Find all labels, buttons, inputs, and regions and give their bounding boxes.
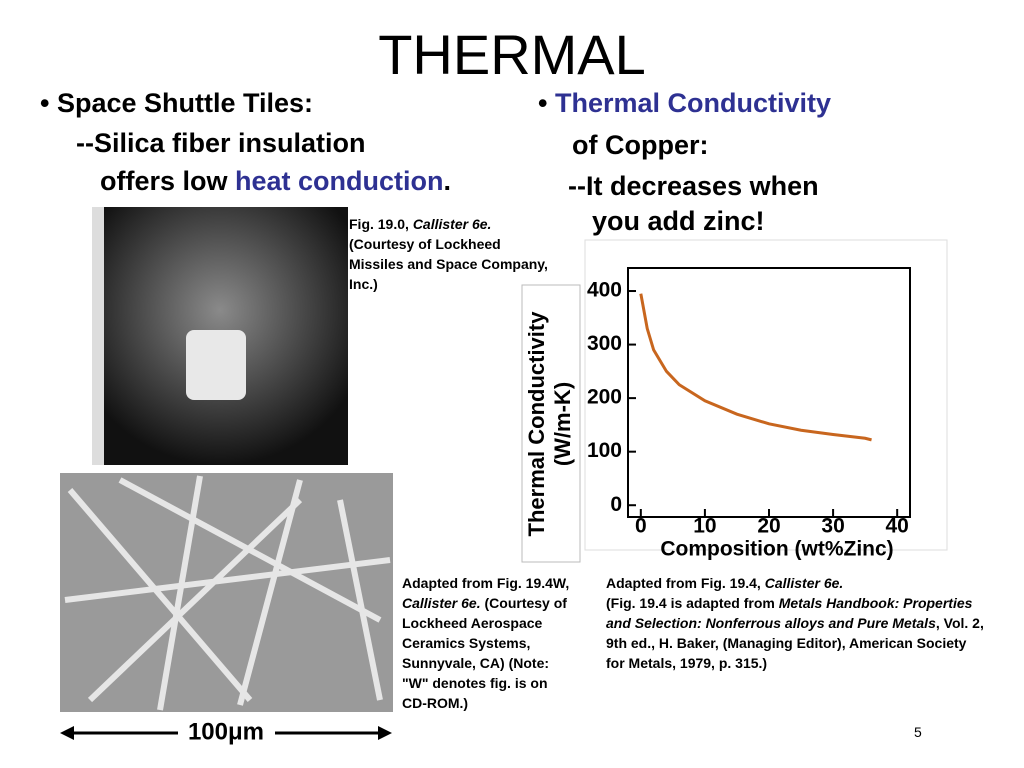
text: (Courtesy of Lockheed Missiles and Space…: [349, 236, 548, 292]
line: you add zinc!: [592, 206, 765, 236]
page-number: 5: [914, 724, 922, 740]
italic: Callister 6e.: [402, 595, 481, 611]
bullet: • Space Shuttle Tiles:: [40, 88, 314, 118]
text: offers low: [100, 166, 236, 196]
text: (Courtesy of Lockheed Aerospace Ceramics…: [402, 595, 567, 711]
x-label: Composition (wt%Zinc): [660, 538, 893, 561]
italic: Callister 6e.: [412, 216, 492, 232]
y-label-box: [521, 284, 581, 563]
highlight: heat conduction: [235, 166, 444, 196]
x-tick-label: 30: [821, 515, 844, 538]
text: , Vol. 2, 9th ed., H. Baker, (Managing E…: [606, 615, 984, 671]
scale-label: 100μm: [188, 718, 264, 745]
y-label: Thermal Conductivity: [524, 311, 549, 537]
scale-box: [178, 718, 275, 748]
fibers: [64, 475, 391, 711]
text: .: [443, 166, 452, 196]
curve: [639, 293, 872, 442]
text: Space Shuttle Tiles:: [56, 88, 314, 118]
text: Adapted from Fig. 19.4W,: [402, 575, 570, 591]
y-tick-label: 100: [587, 439, 622, 462]
italic: Callister 6e.: [764, 575, 844, 591]
highlight: Thermal Conductivity: [554, 88, 832, 118]
x-tick-label: 20: [757, 515, 780, 538]
arrow-head: [60, 726, 74, 740]
chart-bg: [584, 239, 948, 551]
caption: Fig. 19.0, Callister 6e. (Courtesy of Loc…: [349, 214, 549, 294]
bullet: • Thermal Conductivity: [538, 88, 832, 118]
line: --It decreases when: [568, 171, 819, 201]
y-label: (W/m-K): [550, 382, 575, 466]
chart: 0 100 200 300 400 0 10 20 30 40: [587, 279, 909, 538]
line: offers low heat conduction.: [100, 166, 451, 197]
text: (Fig. 19.4 is adapted from: [606, 595, 779, 611]
x-tick-label: 0: [635, 515, 647, 538]
line: --Silica fiber insulation: [76, 128, 366, 158]
caption: Adapted from Fig. 19.4W, Callister 6e. (…: [402, 573, 572, 713]
x-tick-label: 40: [886, 515, 909, 538]
photo-edge: [92, 207, 104, 465]
caption: Adapted from Fig. 19.4, Callister 6e. (Fi…: [606, 573, 986, 673]
arrow-head: [378, 726, 392, 740]
text: Fig. 19.0,: [349, 216, 413, 232]
tile: [186, 330, 246, 400]
text: Adapted from Fig. 19.4,: [606, 575, 765, 591]
line: of Copper:: [572, 130, 709, 160]
y-tick-label: 200: [587, 386, 622, 409]
x-tick-label: 10: [693, 515, 716, 538]
y-tick-label: 300: [587, 332, 622, 355]
y-tick-label: 0: [610, 493, 622, 516]
title: THERMAL: [378, 23, 646, 86]
y-tick-label: 400: [587, 279, 622, 302]
italic: Metals Handbook: Properties and Selectio…: [606, 595, 973, 631]
